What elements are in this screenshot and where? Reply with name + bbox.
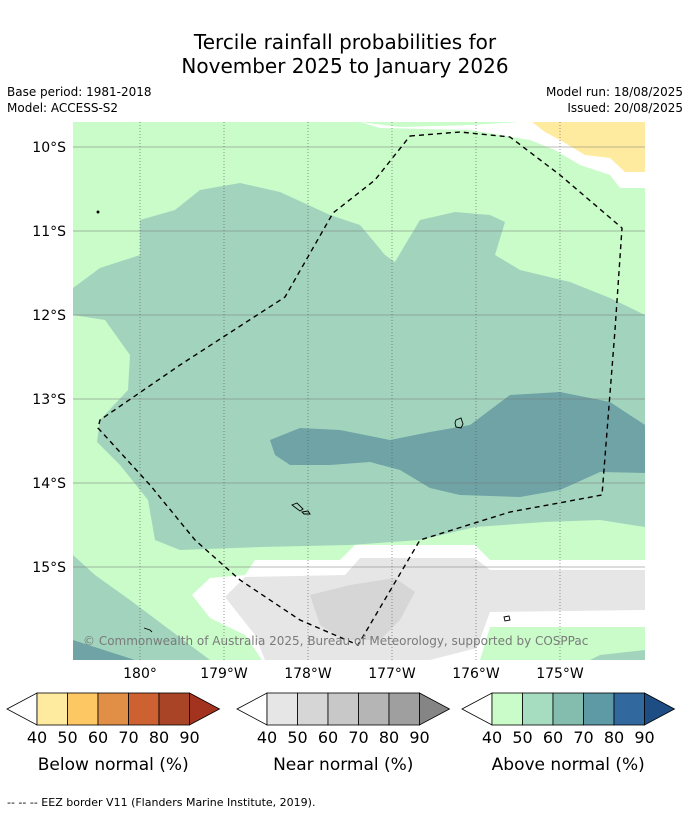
near-normal-over-triangle	[419, 692, 451, 726]
near-normal-under-triangle	[236, 692, 268, 726]
above-normal-tick-label: 40	[482, 728, 502, 747]
below-normal-tick-label: 50	[57, 728, 77, 747]
lon-label-175w: 175°W	[536, 666, 584, 682]
below-normal-tick-label: 40	[27, 728, 47, 747]
near-normal-tick-label: 60	[318, 728, 338, 747]
title-line-1: Tercile rainfall probabilities for	[193, 30, 497, 54]
near-normal-segment	[297, 692, 329, 726]
below-normal-tick-label: 90	[179, 728, 199, 747]
below-normal-tick-label: 70	[118, 728, 138, 747]
near-normal-tick-label: 90	[409, 728, 429, 747]
below-normal-segment	[67, 692, 99, 726]
near-normal-segment	[358, 692, 390, 726]
below-normal-under-triangle	[6, 692, 38, 726]
near-normal-legend-title: Near normal (%)	[273, 755, 413, 775]
above-normal-50-southwest	[73, 555, 210, 660]
page-title: Tercile rainfall probabilities for Novem…	[0, 30, 690, 78]
issued-text: Issued: 20/08/2025	[567, 101, 683, 115]
model-info: Base period: 1981-2018 Model: ACCESS-S2	[7, 84, 152, 116]
below-normal-segment	[36, 692, 68, 726]
island-dot-northwest	[96, 210, 100, 214]
above-normal-legend-title: Above normal (%)	[492, 755, 645, 775]
island-small-south	[503, 615, 511, 622]
above-normal-60-region	[270, 392, 645, 497]
model-name-text: Model: ACCESS-S2	[7, 101, 119, 115]
copyright-text: © Commonwealth of Australia 2025, Bureau…	[83, 634, 588, 648]
probability-map-area	[73, 122, 645, 660]
lat-label-10s: 10°S	[32, 140, 66, 156]
above-normal-segment	[613, 692, 645, 726]
above-normal-tick-label: 70	[573, 728, 593, 747]
above-normal-colorbar: 40 50 60 70 80 90 Above normal (%)	[461, 692, 676, 775]
lon-label-178w: 178°W	[284, 666, 332, 682]
near-normal-colorbar: 40 50 60 70 80 90 Near normal (%)	[236, 692, 451, 775]
near-normal-tick-label: 80	[379, 728, 399, 747]
near-normal-segment	[266, 692, 298, 726]
islands	[96, 210, 511, 633]
eez-border	[97, 131, 623, 646]
lon-label-177w: 177°W	[368, 666, 416, 682]
island-alofi	[301, 510, 311, 515]
above-normal-tick-label: 50	[512, 728, 532, 747]
below-normal-tick-label: 80	[149, 728, 169, 747]
above-normal-tick-label: 60	[543, 728, 563, 747]
below-normal-segment	[128, 692, 160, 726]
lat-label-15s: 15°S	[32, 560, 66, 576]
above-normal-over-triangle	[644, 692, 676, 726]
above-normal-tick-label: 90	[634, 728, 654, 747]
below-normal-tick-label: 60	[88, 728, 108, 747]
longitude-labels: 180° 179°W 178°W 177°W 176°W 175°W	[123, 666, 584, 682]
colorbar-legends: 40 50 60 70 80 90 Below normal (%) 40 50 60 70 80 90…	[6, 692, 676, 775]
below-normal-segment	[158, 692, 190, 726]
lat-label-12s: 12°S	[32, 308, 66, 324]
above-normal-50-southeast	[590, 650, 645, 660]
lat-label-14s: 14°S	[32, 476, 66, 492]
near-normal-40-region	[225, 558, 645, 660]
near-normal-segment	[327, 692, 359, 726]
lon-label-176w: 176°W	[452, 666, 500, 682]
title-line-2: November 2025 to January 2026	[181, 54, 509, 78]
run-info: Model run: 18/08/2025 Issued: 20/08/2025	[546, 84, 683, 116]
latitude-labels: 10°S 11°S 12°S 13°S 14°S 15°S	[32, 140, 66, 576]
lon-label-179w: 179°W	[200, 666, 248, 682]
above-normal-segment	[583, 692, 615, 726]
eez-footnote: -- -- -- EEZ border V11 (Flanders Marine…	[7, 796, 316, 809]
below-normal-legend-title: Below normal (%)	[38, 755, 189, 775]
model-run-text: Model run: 18/08/2025	[545, 85, 683, 99]
above-normal-under-triangle	[461, 692, 493, 726]
below-normal-colorbar: 40 50 60 70 80 90 Below normal (%)	[6, 692, 221, 775]
island-reef-southwest	[143, 627, 153, 633]
forecast-map: © Commonwealth of Australia 2025, Bureau…	[6, 122, 676, 775]
above-normal-60-southwest	[73, 640, 135, 660]
near-normal-tick-label: 70	[348, 728, 368, 747]
below-normal-segment	[97, 692, 129, 726]
above-normal-tick-label: 80	[604, 728, 624, 747]
above-normal-segment	[491, 692, 523, 726]
gridlines	[73, 122, 645, 660]
lon-label-180: 180°	[123, 666, 157, 682]
lat-label-13s: 13°S	[32, 392, 66, 408]
above-normal-segment	[552, 692, 584, 726]
near-normal-tick-label: 50	[287, 728, 307, 747]
near-normal-segment	[388, 692, 420, 726]
base-period-text: Base period: 1981-2018	[7, 85, 152, 99]
above-normal-segment	[522, 692, 554, 726]
near-normal-tick-label: 40	[257, 728, 277, 747]
below-normal-over-triangle	[189, 692, 221, 726]
near-normal-50-region	[310, 578, 415, 640]
island-wallis	[454, 417, 464, 429]
island-futuna	[291, 502, 304, 512]
lat-label-11s: 11°S	[32, 224, 66, 240]
